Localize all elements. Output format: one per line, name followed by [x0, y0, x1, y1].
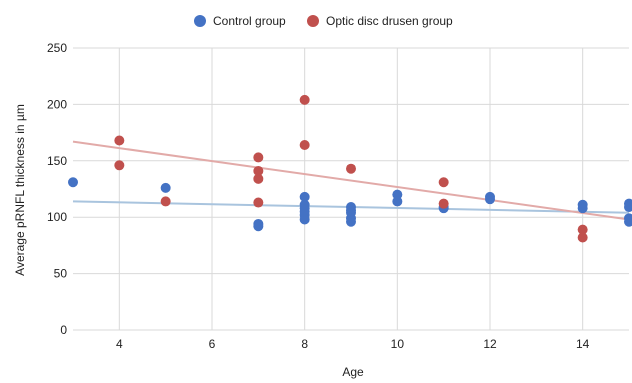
- legend-marker-control: [194, 15, 206, 27]
- data-point-control: [577, 203, 588, 214]
- x-tick-label: 10: [391, 337, 405, 351]
- data-point-drusen: [160, 196, 171, 207]
- data-point-drusen: [253, 165, 264, 176]
- x-axis-title: Age: [342, 365, 364, 379]
- data-point-control: [68, 177, 78, 188]
- data-point-drusen: [253, 197, 264, 208]
- y-tick-label: 0: [60, 323, 67, 337]
- data-point-control: [299, 214, 310, 225]
- tick-labels: 0 50 100 150 200 250 4 6 8 10 12 14: [47, 41, 590, 351]
- data-points: [68, 94, 632, 243]
- y-tick-label: 50: [54, 267, 68, 281]
- data-point-drusen: [577, 224, 588, 235]
- gridlines: [73, 47, 629, 331]
- data-point-drusen: [346, 163, 356, 174]
- legend-label-control: Control group: [213, 14, 286, 28]
- x-tick-label: 4: [116, 337, 123, 351]
- x-tick-label: 8: [301, 337, 308, 351]
- data-point-drusen: [253, 152, 264, 163]
- data-point-drusen: [438, 177, 449, 188]
- y-axis-title: Average pRNFL thickness in µm: [13, 104, 27, 276]
- legend: Control group Optic disc drusen group: [194, 14, 453, 28]
- y-tick-label: 150: [47, 154, 67, 168]
- trendline-drusen: [72, 140, 630, 221]
- y-tick-label: 250: [47, 41, 67, 55]
- data-point-control: [346, 216, 356, 227]
- x-tick-label: 6: [209, 337, 216, 351]
- data-point-drusen: [438, 198, 449, 209]
- y-tick-label: 100: [47, 210, 67, 224]
- data-point-drusen: [299, 140, 310, 151]
- data-point-drusen: [299, 94, 310, 105]
- legend-marker-drusen: [307, 15, 319, 27]
- data-point-control: [624, 216, 632, 227]
- data-point-drusen: [114, 160, 125, 171]
- data-point-control: [160, 182, 171, 193]
- data-point-drusen: [114, 135, 125, 146]
- data-point-drusen: [577, 232, 588, 243]
- data-point-control: [485, 194, 495, 205]
- data-point-control: [299, 191, 310, 202]
- x-tick-label: 12: [483, 337, 497, 351]
- data-point-drusen: [253, 173, 264, 184]
- x-tick-label: 14: [576, 337, 590, 351]
- y-tick-label: 200: [47, 97, 67, 111]
- data-point-control: [392, 196, 403, 207]
- legend-label-drusen: Optic disc drusen group: [326, 14, 453, 28]
- data-point-control: [624, 202, 632, 213]
- data-point-control: [253, 221, 264, 232]
